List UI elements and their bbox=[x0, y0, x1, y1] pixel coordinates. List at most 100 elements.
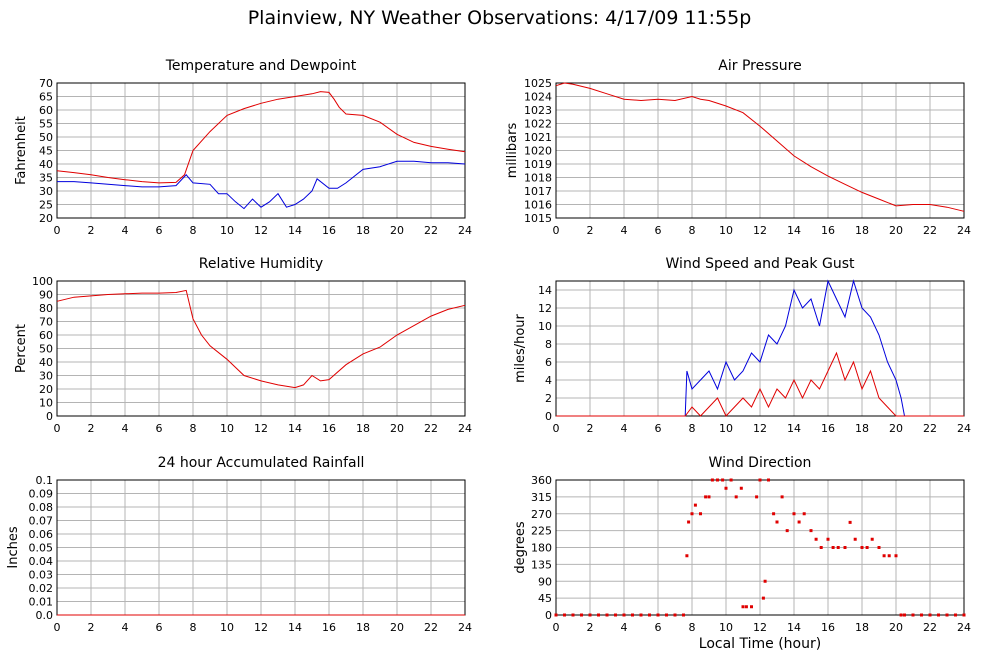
data-point bbox=[780, 495, 784, 499]
chart-title: 24 hour Accumulated Rainfall bbox=[158, 455, 365, 471]
y-tick-label: 20 bbox=[39, 212, 53, 225]
y-tick-label: 0.06 bbox=[29, 528, 54, 541]
x-tick-label: 6 bbox=[655, 224, 662, 237]
x-tick-label: 8 bbox=[190, 422, 197, 435]
data-point bbox=[899, 613, 903, 617]
y-tick-label: 90 bbox=[39, 289, 53, 302]
x-tick-label: 22 bbox=[923, 422, 937, 435]
series-line-red bbox=[555, 82, 965, 212]
data-point bbox=[802, 512, 806, 516]
x-tick-label: 24 bbox=[458, 422, 472, 435]
data-point bbox=[937, 613, 940, 617]
x-tick-label: 20 bbox=[390, 621, 404, 634]
data-point bbox=[831, 546, 835, 549]
x-tick-label: 18 bbox=[356, 621, 370, 634]
x-tick-label: 0 bbox=[553, 621, 560, 634]
data-point bbox=[588, 613, 592, 617]
y-tick-label: 1016 bbox=[524, 199, 552, 212]
x-tick-label: 16 bbox=[821, 422, 835, 435]
y-tick-label: 4 bbox=[545, 374, 552, 387]
data-point bbox=[693, 503, 697, 507]
x-tick-label: 20 bbox=[390, 422, 404, 435]
y-tick-label: 1025 bbox=[524, 77, 552, 90]
x-tick-label: 20 bbox=[889, 224, 903, 237]
data-point bbox=[772, 512, 776, 516]
plot-frame bbox=[555, 82, 965, 219]
data-point bbox=[819, 546, 823, 549]
x-tick-label: 16 bbox=[322, 224, 336, 237]
x-tick-label: 0 bbox=[54, 422, 61, 435]
data-point bbox=[809, 529, 813, 533]
data-point bbox=[631, 613, 634, 617]
x-tick-label: 24 bbox=[957, 621, 971, 634]
data-point bbox=[755, 495, 759, 499]
y-tick-label: 10 bbox=[39, 397, 53, 410]
data-point bbox=[721, 478, 725, 482]
y-tick-label: 65 bbox=[39, 91, 53, 104]
x-tick-label: 18 bbox=[855, 621, 869, 634]
y-tick-label: 80 bbox=[39, 302, 53, 315]
y-tick-label: 60 bbox=[39, 329, 53, 342]
data-point bbox=[734, 495, 738, 499]
data-point bbox=[682, 613, 685, 617]
x-tick-label: 8 bbox=[190, 224, 197, 237]
x-tick-label: 8 bbox=[689, 621, 696, 634]
data-point bbox=[928, 613, 932, 617]
x-tick-label: 8 bbox=[689, 422, 696, 435]
y-tick-label: 25 bbox=[39, 199, 53, 212]
x-tick-label: 10 bbox=[220, 422, 234, 435]
data-point bbox=[870, 537, 874, 541]
y-axis-label: miles/hour bbox=[513, 313, 528, 382]
y-tick-label: 1020 bbox=[524, 145, 552, 158]
x-tick-label: 18 bbox=[356, 422, 370, 435]
x-tick-label: 4 bbox=[122, 224, 129, 237]
series-line-red bbox=[56, 289, 466, 389]
y-tick-label: 12 bbox=[538, 302, 552, 315]
x-tick-label: 18 bbox=[356, 224, 370, 237]
x-tick-label: 18 bbox=[855, 224, 869, 237]
data-point bbox=[860, 546, 864, 549]
y-tick-label: 35 bbox=[39, 172, 53, 185]
y-tick-label: 0.0 bbox=[36, 609, 54, 622]
x-tick-label: 14 bbox=[787, 422, 801, 435]
data-point bbox=[853, 537, 857, 541]
x-tick-label: 18 bbox=[855, 422, 869, 435]
series-line-blue bbox=[556, 279, 964, 417]
data-point bbox=[563, 613, 566, 617]
y-tick-label: 0 bbox=[545, 410, 552, 423]
y-tick-label: 0.07 bbox=[29, 515, 54, 528]
data-point bbox=[704, 495, 708, 499]
y-tick-label: 0.01 bbox=[29, 596, 54, 609]
y-tick-label: 1024 bbox=[524, 91, 552, 104]
series-line-blue bbox=[57, 160, 466, 210]
y-tick-label: 30 bbox=[39, 370, 53, 383]
y-tick-label: 270 bbox=[531, 508, 552, 521]
y-axis-label: Fahrenheit bbox=[14, 116, 29, 185]
y-tick-label: 100 bbox=[32, 275, 53, 288]
x-tick-label: 24 bbox=[957, 422, 971, 435]
x-tick-label: 14 bbox=[787, 621, 801, 634]
y-tick-label: 60 bbox=[39, 104, 53, 117]
x-axis-label: Local Time (hour) bbox=[698, 636, 822, 652]
x-tick-label: 6 bbox=[655, 621, 662, 634]
data-point bbox=[843, 546, 847, 549]
series-line-red bbox=[56, 91, 466, 184]
x-tick-label: 2 bbox=[88, 621, 95, 634]
x-tick-label: 10 bbox=[719, 422, 733, 435]
chart-title: Wind Speed and Peak Gust bbox=[666, 256, 855, 272]
x-tick-label: 8 bbox=[190, 621, 197, 634]
y-tick-label: 0.02 bbox=[29, 582, 54, 595]
x-tick-label: 24 bbox=[957, 224, 971, 237]
x-tick-label: 24 bbox=[458, 224, 472, 237]
y-tick-label: 70 bbox=[39, 77, 53, 90]
data-point bbox=[920, 613, 923, 617]
data-point bbox=[554, 613, 558, 617]
x-tick-label: 12 bbox=[254, 621, 268, 634]
y-tick-label: 6 bbox=[545, 356, 552, 369]
data-point bbox=[739, 486, 743, 490]
y-tick-label: 30 bbox=[39, 185, 53, 198]
data-point bbox=[716, 478, 719, 482]
